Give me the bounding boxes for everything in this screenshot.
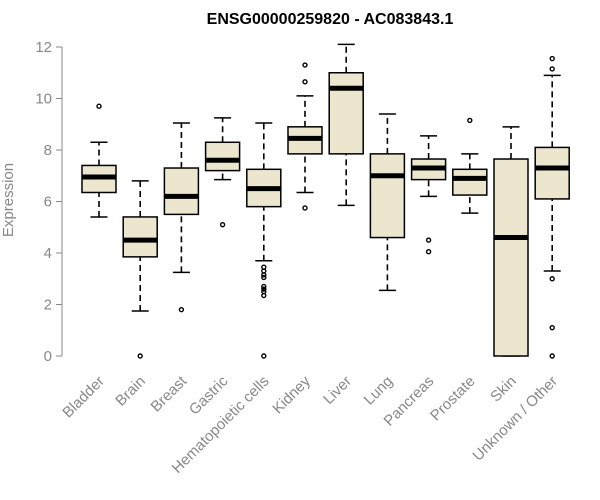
y-tick-label: 8: [44, 142, 52, 159]
outlier-point: [178, 306, 185, 313]
box-hematopoietic-cells: [246, 122, 282, 359]
plot-area: [81, 43, 570, 359]
x-tick-label: Lung: [361, 373, 397, 409]
outlier-point: [302, 205, 308, 211]
outlier-point: [302, 62, 308, 68]
outlier-point: [261, 286, 267, 292]
outlier-point: [549, 324, 555, 331]
box-iqr: [204, 141, 241, 172]
box-bladder: [81, 103, 117, 218]
outlier-point: [425, 249, 432, 255]
x-tick-label: Bladder: [59, 373, 108, 422]
y-axis: 0 2 4 6 8 10 12: [35, 39, 63, 365]
box-prostate: [452, 117, 488, 214]
box-pancreas: [410, 135, 447, 255]
outlier-point: [549, 353, 555, 359]
box-liver: [328, 43, 364, 207]
y-tick-label: 12: [35, 39, 52, 56]
x-tick-label: Kidney: [269, 372, 314, 417]
box-iqr: [452, 168, 488, 196]
x-tick-label: Breast: [148, 372, 191, 415]
chart-title: ENSG00000259820 - AC083843.1: [207, 11, 454, 28]
outlier-point: [549, 66, 555, 72]
x-tick-label: Prostate: [427, 373, 479, 425]
y-tick-label: 2: [44, 297, 52, 314]
y-tick-label: 10: [35, 91, 52, 108]
outlier-point: [261, 353, 267, 359]
y-tick-label: 4: [44, 245, 52, 262]
box-breast: [163, 122, 200, 313]
outlier-point: [96, 103, 102, 109]
box-brain: [122, 180, 158, 359]
box-iqr: [163, 167, 200, 216]
box-iqr: [328, 72, 364, 155]
x-tick-label: Liver: [320, 373, 355, 408]
outlier-point: [261, 272, 267, 278]
x-tick-label: Skin: [487, 373, 520, 406]
outlier-point: [261, 274, 267, 281]
box-gastric: [204, 117, 241, 228]
outlier-point: [219, 221, 226, 228]
box-kidney: [287, 62, 323, 211]
y-tick-label: 0: [44, 348, 52, 365]
box-skin: [493, 126, 529, 357]
outlier-point: [467, 117, 473, 124]
y-tick-label: 6: [44, 194, 52, 211]
outlier-point: [261, 292, 267, 299]
outlier-point: [137, 353, 143, 359]
box-unknown-other: [534, 55, 570, 359]
box-iqr: [493, 158, 529, 357]
outlier-point: [549, 55, 555, 62]
box-iqr: [369, 153, 406, 239]
x-tick-label: Brain: [112, 373, 149, 410]
box-lung: [369, 113, 406, 292]
box-iqr: [534, 146, 570, 200]
outlier-point: [261, 283, 267, 290]
outlier-point: [549, 276, 555, 282]
outlier-point: [302, 79, 308, 85]
y-axis-label: Expression: [0, 163, 17, 237]
outlier-point: [425, 237, 432, 243]
box-iqr: [122, 216, 158, 258]
